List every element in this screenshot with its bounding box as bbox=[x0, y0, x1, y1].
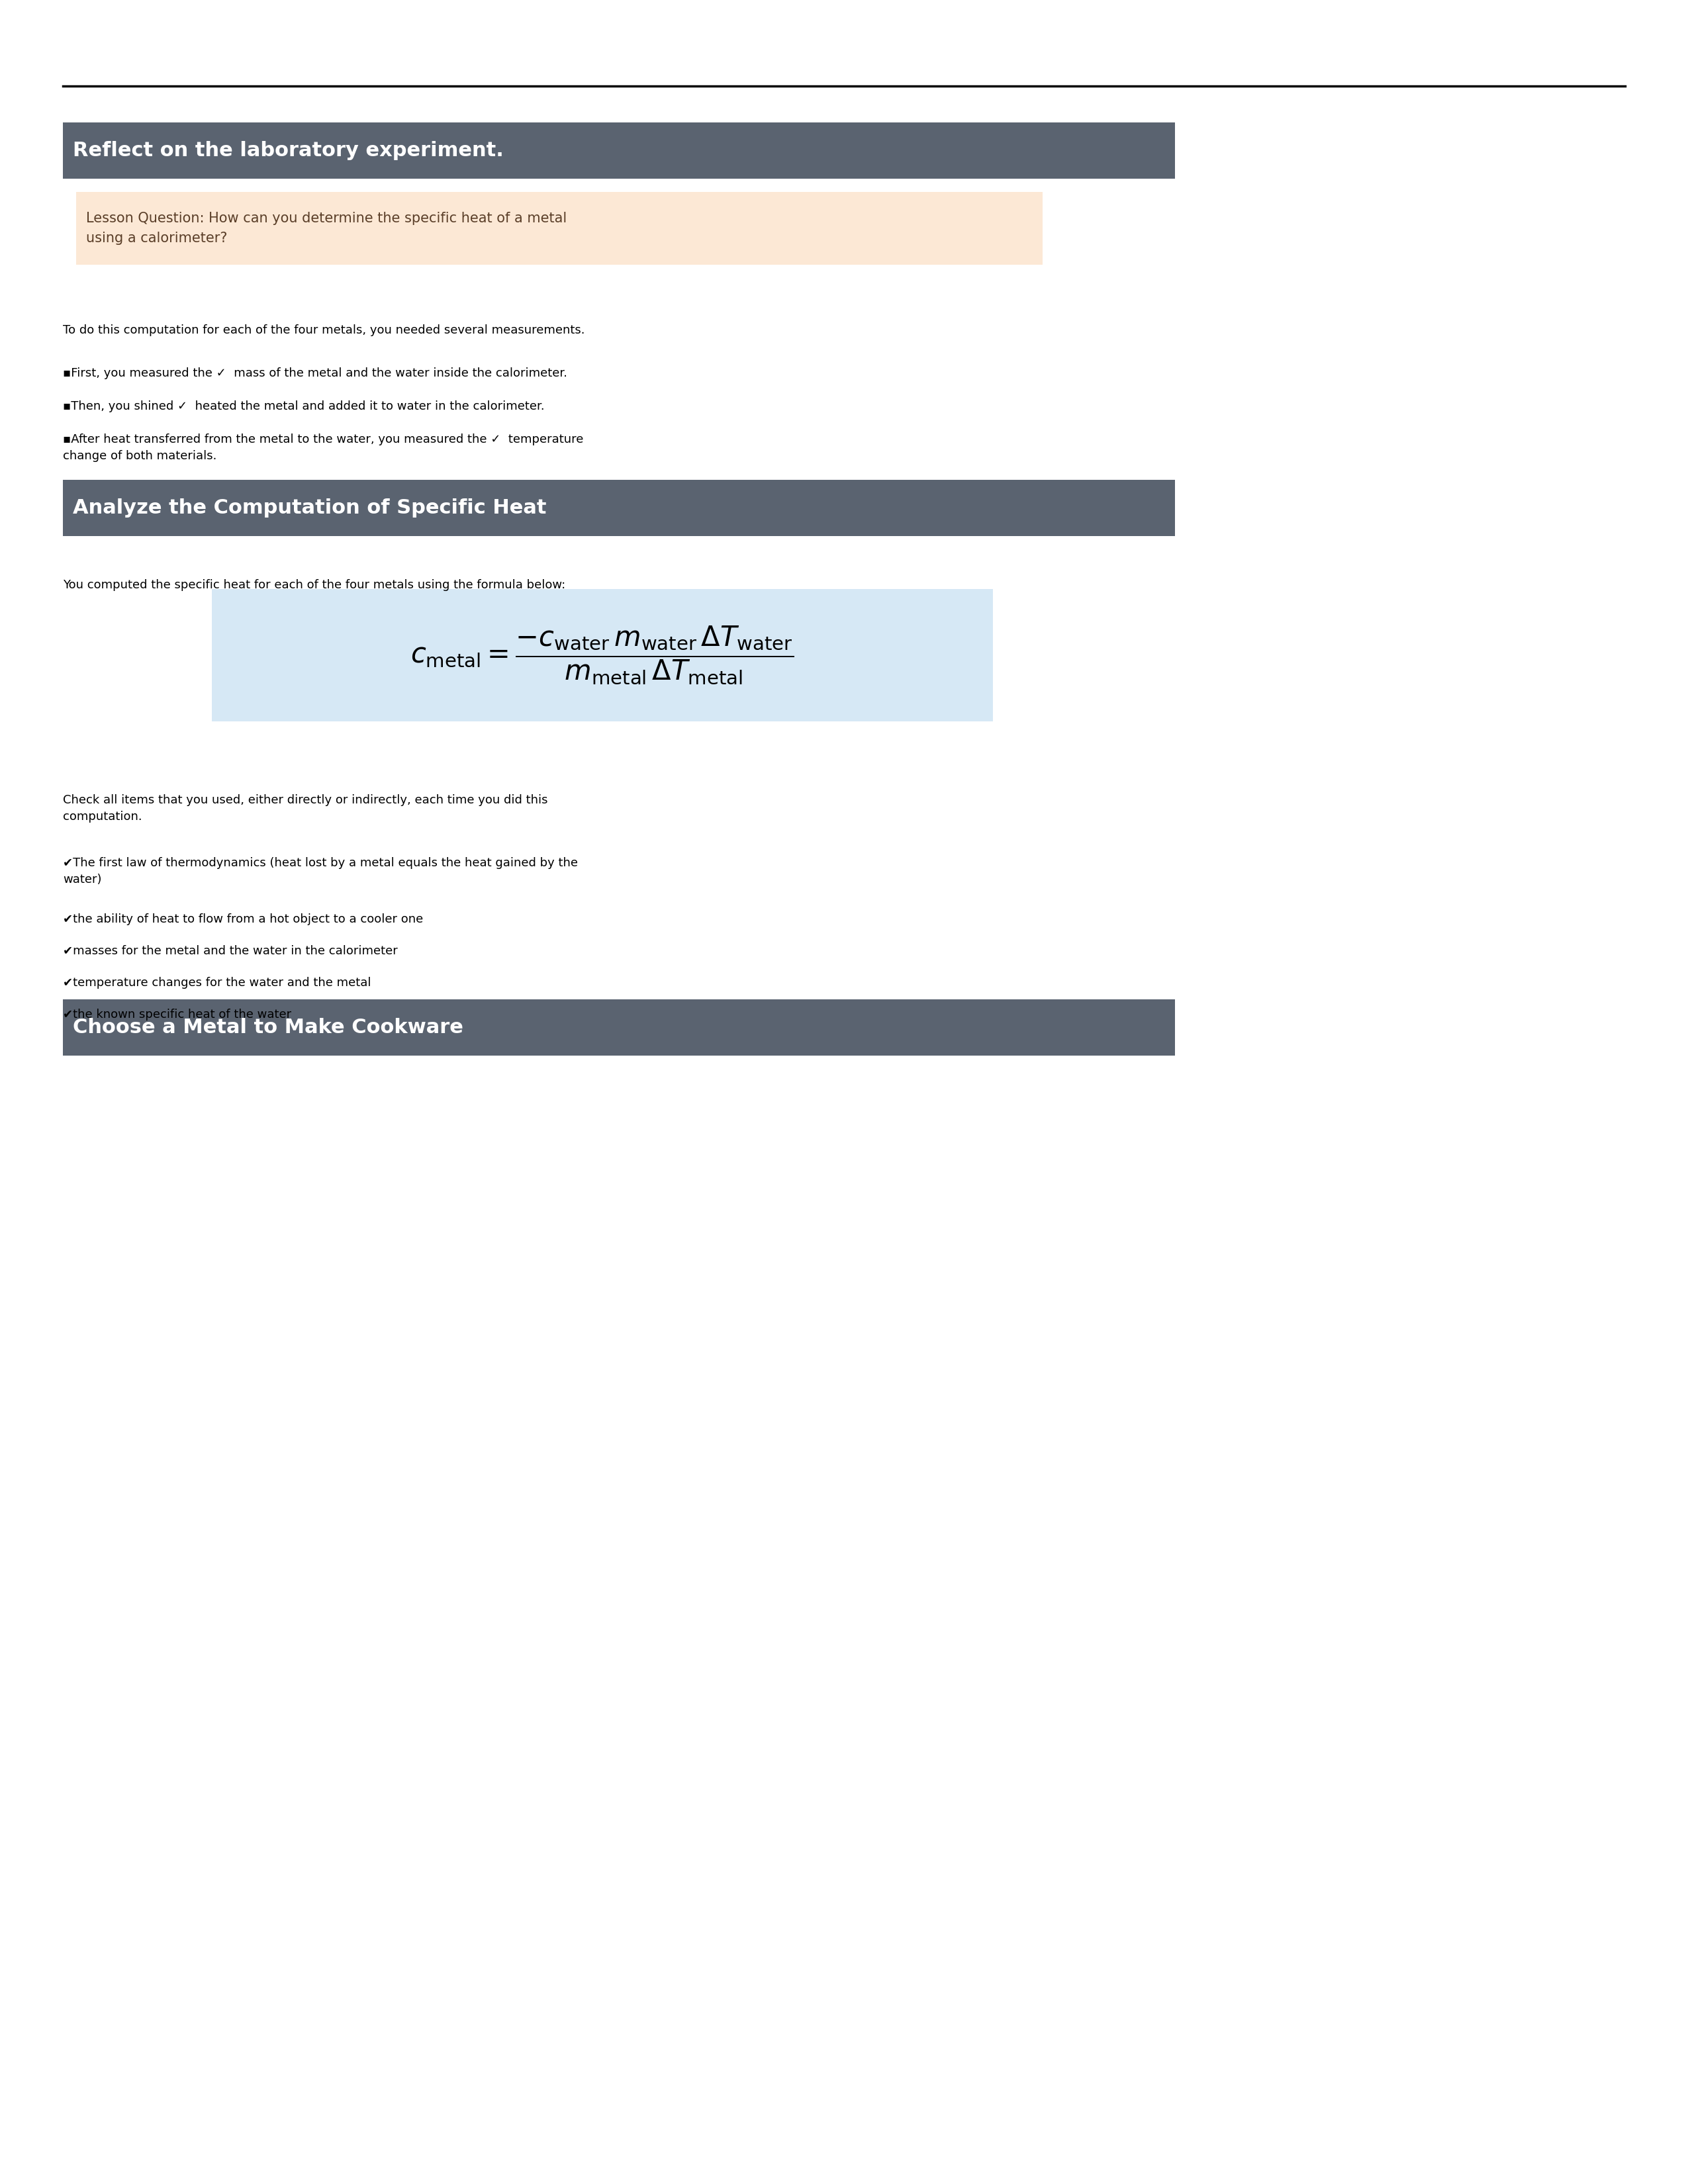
FancyBboxPatch shape bbox=[62, 122, 1175, 179]
Text: Check all items that you used, either directly or indirectly, each time you did : Check all items that you used, either di… bbox=[62, 795, 549, 823]
Text: ✔the ability of heat to flow from a hot object to a cooler one: ✔the ability of heat to flow from a hot … bbox=[62, 913, 424, 926]
Text: You computed the specific heat for each of the four metals using the formula bel: You computed the specific heat for each … bbox=[62, 579, 565, 592]
Text: $c_\mathrm{metal} = \dfrac{-c_\mathrm{water}\,m_\mathrm{water}\,\Delta T_\mathrm: $c_\mathrm{metal} = \dfrac{-c_\mathrm{wa… bbox=[410, 625, 793, 686]
FancyBboxPatch shape bbox=[62, 480, 1175, 535]
Text: ✔the known specific heat of the water: ✔the known specific heat of the water bbox=[62, 1009, 292, 1020]
Text: To do this computation for each of the four metals, you needed several measureme: To do this computation for each of the f… bbox=[62, 323, 584, 336]
Text: ▪After heat transferred from the metal to the water, you measured the ✓  tempera: ▪After heat transferred from the metal t… bbox=[62, 432, 584, 463]
Text: Choose a Metal to Make Cookware: Choose a Metal to Make Cookware bbox=[73, 1018, 463, 1037]
Text: Analyze the Computation of Specific Heat: Analyze the Computation of Specific Heat bbox=[73, 498, 547, 518]
FancyBboxPatch shape bbox=[211, 590, 993, 721]
Text: ✔temperature changes for the water and the metal: ✔temperature changes for the water and t… bbox=[62, 976, 371, 989]
Text: Lesson Question: How can you determine the specific heat of a metal
using a calo: Lesson Question: How can you determine t… bbox=[86, 212, 567, 245]
FancyBboxPatch shape bbox=[62, 1000, 1175, 1055]
Text: ✔masses for the metal and the water in the calorimeter: ✔masses for the metal and the water in t… bbox=[62, 946, 398, 957]
Text: ✔The first law of thermodynamics (heat lost by a metal equals the heat gained by: ✔The first law of thermodynamics (heat l… bbox=[62, 856, 577, 885]
Text: ▪First, you measured the ✓  mass of the metal and the water inside the calorimet: ▪First, you measured the ✓ mass of the m… bbox=[62, 367, 567, 380]
Text: ▪Then, you shined ✓  heated the metal and added it to water in the calorimeter.: ▪Then, you shined ✓ heated the metal and… bbox=[62, 400, 545, 413]
Text: Reflect on the laboratory experiment.: Reflect on the laboratory experiment. bbox=[73, 142, 503, 159]
FancyBboxPatch shape bbox=[76, 192, 1043, 264]
